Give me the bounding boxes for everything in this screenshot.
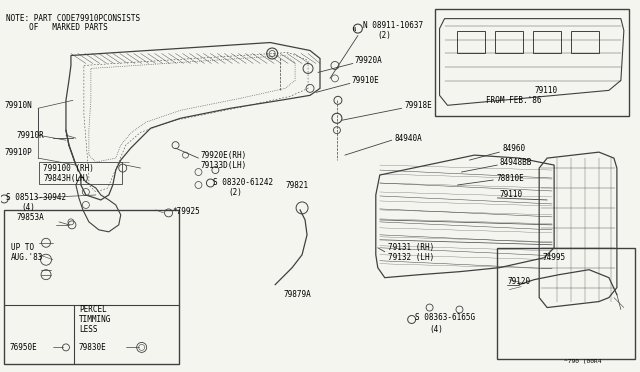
Text: 79918E: 79918E <box>404 101 433 110</box>
Bar <box>458 31 485 52</box>
Text: 79910R: 79910R <box>16 131 44 140</box>
Text: S 08320-61242: S 08320-61242 <box>213 177 273 186</box>
Text: TIMMING: TIMMING <box>79 315 111 324</box>
Text: S 08363-6165G: S 08363-6165G <box>415 313 475 322</box>
Text: (4): (4) <box>21 203 35 212</box>
Text: 74995: 74995 <box>542 253 565 262</box>
Text: 79920E(RH): 79920E(RH) <box>200 151 246 160</box>
Text: 79843H(LH): 79843H(LH) <box>43 173 90 183</box>
Bar <box>435 9 629 116</box>
Text: LESS: LESS <box>79 325 97 334</box>
Text: ^790 (00R4: ^790 (00R4 <box>564 359 602 364</box>
Bar <box>571 31 599 52</box>
Text: 79120: 79120 <box>508 277 531 286</box>
Text: AUG.'83: AUG.'83 <box>11 253 44 262</box>
Text: 84948BB: 84948BB <box>499 158 532 167</box>
Text: 84960: 84960 <box>502 144 525 153</box>
Text: 79133D(LH): 79133D(LH) <box>200 161 246 170</box>
Bar <box>495 31 524 52</box>
Bar <box>4 210 179 364</box>
Bar <box>533 31 561 52</box>
Text: 79131 (RH): 79131 (RH) <box>388 243 434 252</box>
Text: 79110: 79110 <box>534 86 557 95</box>
Text: 79920A: 79920A <box>355 56 383 65</box>
Text: (2): (2) <box>228 189 242 198</box>
Text: N 08911-10637: N 08911-10637 <box>363 21 423 30</box>
Text: 79110: 79110 <box>499 190 522 199</box>
Text: 799100 (RH): 799100 (RH) <box>43 164 94 173</box>
Text: NOTE: PART CODE79910PCONSISTS: NOTE: PART CODE79910PCONSISTS <box>6 14 140 23</box>
Text: 79910E: 79910E <box>352 76 380 85</box>
Text: 84940A: 84940A <box>395 134 422 143</box>
Bar <box>39 162 122 184</box>
Text: 79853A: 79853A <box>16 214 44 222</box>
Text: S 08513-30942: S 08513-30942 <box>6 193 67 202</box>
Text: (2): (2) <box>378 31 392 40</box>
Text: OF   MARKED PARTS: OF MARKED PARTS <box>6 23 108 32</box>
Text: 79821: 79821 <box>285 180 308 189</box>
Text: (4): (4) <box>429 325 444 334</box>
Text: 79879A: 79879A <box>283 290 311 299</box>
Text: N: N <box>352 27 355 32</box>
Text: *79925: *79925 <box>173 208 200 217</box>
Text: UP TO: UP TO <box>11 243 35 252</box>
Text: FROM FEB.'86: FROM FEB.'86 <box>486 96 542 105</box>
Text: 78810E: 78810E <box>497 173 524 183</box>
Text: 79830E: 79830E <box>79 343 107 352</box>
Text: PERCEL: PERCEL <box>79 305 107 314</box>
Text: 79132 (LH): 79132 (LH) <box>388 253 434 262</box>
Text: 79910N: 79910N <box>4 101 32 110</box>
Text: 76950E: 76950E <box>9 343 37 352</box>
Text: 79910P: 79910P <box>4 148 32 157</box>
Bar <box>497 248 635 359</box>
